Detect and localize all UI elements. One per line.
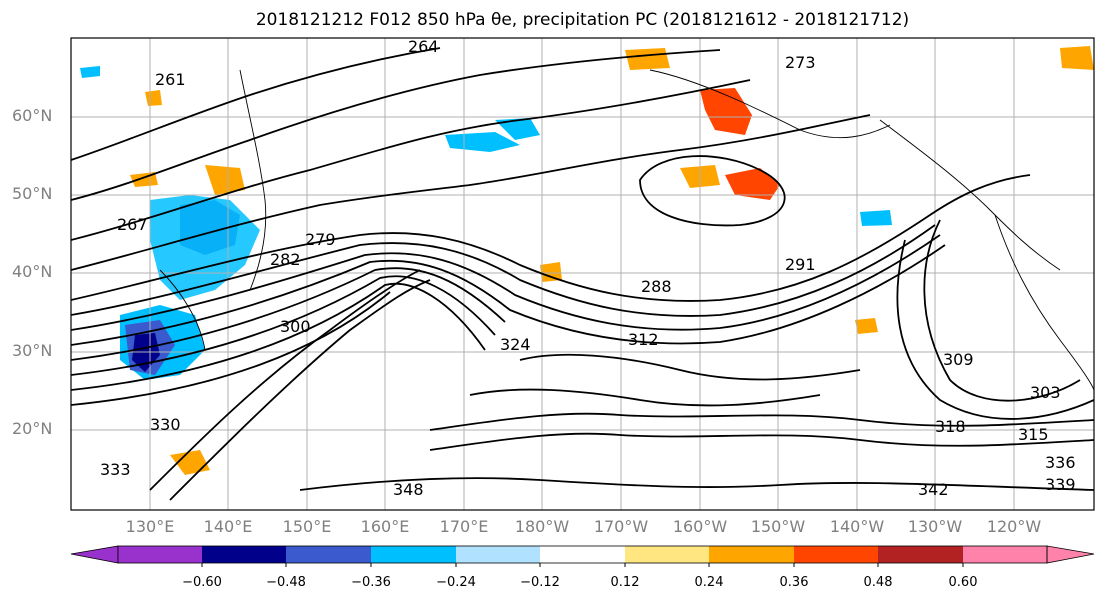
contour-labels: 264 261 267 279 282 288 309 303 312 315 …: [100, 37, 1076, 499]
lon-label: 170°E: [439, 517, 489, 536]
coastlines: [159, 69, 1094, 391]
colorbar-tick-label: 0.12: [610, 575, 640, 590]
contour-label: 315: [1018, 425, 1049, 444]
colorbar-tick-label: −0.24: [436, 575, 476, 590]
colorbar-bin: [878, 546, 963, 563]
contour-label: 288: [641, 277, 672, 296]
lon-label: 140°E: [203, 517, 253, 536]
contour-label: 303: [1030, 383, 1061, 402]
colorbar-frame: [117, 545, 1048, 564]
contour-label: 336: [1045, 453, 1076, 472]
contour-label: 339: [1045, 475, 1076, 494]
map-frame: [70, 37, 1095, 511]
colorbar-bin: [371, 546, 456, 563]
colorbar-bin: [286, 546, 371, 563]
lon-label: 170°W: [593, 517, 649, 536]
colorbar-tick-label: −0.48: [266, 575, 306, 590]
lon-label: 130°E: [125, 517, 175, 536]
colorbar-tick-label: 0.24: [694, 575, 724, 590]
contour-label: 333: [100, 460, 131, 479]
contour-label: 324: [500, 335, 531, 354]
colorbar-tick-label: 0.48: [863, 575, 893, 590]
colorbar-bin: [963, 546, 1047, 563]
colorbar-bin: [118, 546, 202, 563]
colorbar-tick-label: −0.60: [182, 575, 222, 590]
contour-label: 318: [935, 417, 966, 436]
colorbar-min-extension: [70, 545, 119, 564]
contour-label: 342: [918, 480, 949, 499]
map-panel: 264 261 267 279 282 288 309 303 312 315 …: [71, 37, 1094, 510]
contour-label: 309: [943, 350, 974, 369]
colorbar-bin: [456, 546, 540, 563]
colorbar-bin: [709, 546, 794, 563]
colorbar-bin: [794, 546, 878, 563]
gridlines: [71, 38, 1094, 510]
colorbar-bin: [202, 546, 286, 563]
contour-label: 330: [150, 415, 181, 434]
lon-label: 120°W: [986, 517, 1042, 536]
contour-label: 348: [393, 480, 424, 499]
map-title: 2018121212 F012 850 hPa θe, precipitatio…: [255, 10, 910, 30]
contour-label: 282: [270, 250, 301, 269]
colorbar-tick-label: −0.36: [351, 575, 391, 590]
contour-label: 300: [280, 317, 311, 336]
colorbar-tick-label: 0.60: [948, 575, 978, 590]
contour-label: 264: [408, 37, 439, 56]
lon-label: 150°W: [750, 517, 806, 536]
lat-label: 30°N: [12, 341, 53, 360]
lat-label: 60°N: [12, 106, 53, 125]
lon-label: 140°W: [829, 517, 885, 536]
colorbar: [70, 545, 1095, 567]
lat-label: 20°N: [12, 419, 53, 438]
colorbar-tick-label: 0.36: [779, 575, 809, 590]
lon-label: 160°E: [360, 517, 410, 536]
colorbar-bin: [540, 546, 625, 563]
lon-label: 130°W: [907, 517, 963, 536]
lon-label: 160°W: [672, 517, 728, 536]
contour-label: 261: [155, 70, 186, 89]
contour-label: 279: [305, 230, 336, 249]
colorbar-tick-label: −0.12: [520, 575, 560, 590]
colorbar-max-extension: [1046, 545, 1095, 564]
contour-label: 291: [785, 255, 816, 274]
theta-e-contours: [71, 47, 1094, 501]
lon-label: 150°E: [282, 517, 332, 536]
contour-label: 273: [785, 53, 816, 72]
lat-label: 40°N: [12, 262, 53, 281]
lat-label: 50°N: [12, 184, 53, 203]
contour-label: 312: [628, 330, 659, 349]
lon-label: 180°W: [514, 517, 570, 536]
colorbar-bin: [625, 546, 709, 563]
contour-label: 267: [117, 215, 148, 234]
